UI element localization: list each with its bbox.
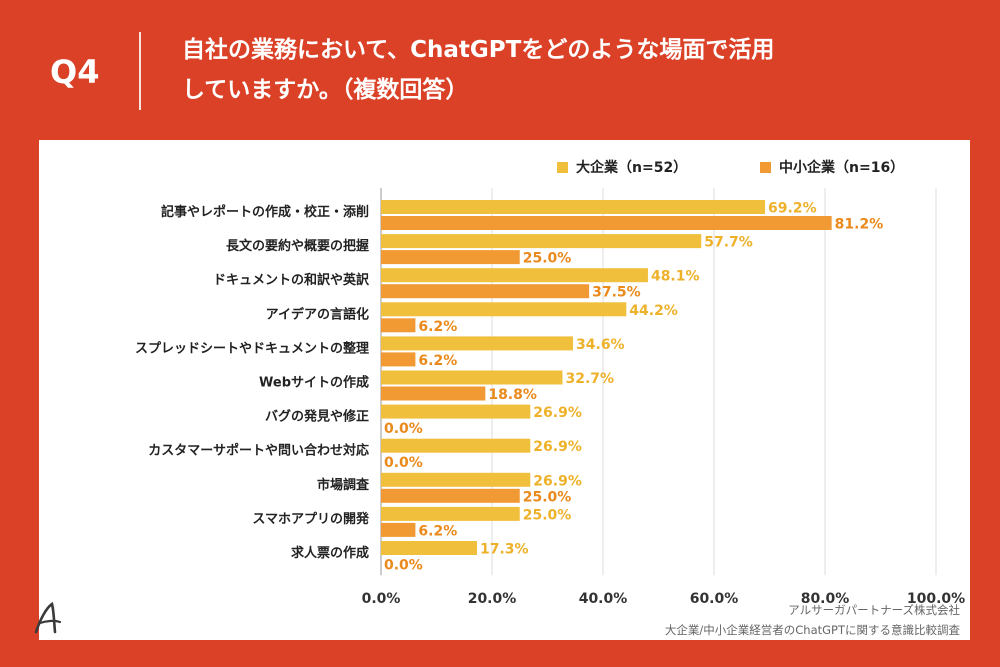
data-label: 0.0% [384,558,423,574]
chart-panel: 0.0% 20.0% 40.0% 60.0% 80.0% 100.0% 記事やレポートの作成… [39,140,970,640]
x-tick-label: 40.0% [579,591,628,607]
legend-swatch [760,162,771,173]
x-tick-label: 0.0% [362,591,401,607]
data-label: 69.2% [768,201,817,217]
x-tick-label: 80.0% [801,591,850,607]
data-label: 26.9% [533,439,582,455]
data-label: 34.6% [576,337,625,353]
large-enterprise-bar [381,234,702,249]
data-label: 81.2% [835,217,884,233]
x-tick-label: 20.0% [468,591,517,607]
data-label: 17.3% [480,542,529,558]
credit-survey: 大企業/中小企業経営者のChatGPTに関する意識比較調査 [664,623,960,637]
data-label: 6.2% [418,319,457,335]
data-label: 6.2% [418,353,457,369]
legend-label: 中小企業（n=16） [779,159,904,176]
large-enterprise-bar [381,268,648,283]
legend-swatch [557,162,568,173]
large-enterprise-bar [381,336,574,351]
sme-bar [381,522,416,537]
x-tick-label: 100.0% [907,591,965,607]
large-enterprise-bar [381,438,531,453]
data-label: 25.0% [523,507,572,523]
data-label: 6.2% [418,523,457,539]
data-label: 57.7% [704,235,753,251]
sme-bar [381,488,520,503]
data-label: 26.9% [533,473,582,489]
sme-bar [381,250,520,265]
category-label: カスタマーサポートや問い合わせ対応 [148,443,369,459]
data-label: 25.0% [523,489,572,505]
sme-bar [381,318,416,333]
question-number: Q4 [50,53,100,91]
legend-label: 大企業（n=52） [576,159,687,176]
credits: アルサーガパートナーズ株式会社 大企業/中小企業経営者のChatGPTに関する意… [665,600,960,640]
data-label: 0.0% [384,455,423,471]
data-label: 25.0% [523,251,572,267]
category-label: 記事やレポートの作成・校正・添削 [161,204,369,220]
question-title-line-1: 自社の業務において、ChatGPTをどのような場面で活用 [182,37,775,63]
data-label: 37.5% [592,285,641,301]
large-enterprise-bar [381,370,563,385]
company-logo-icon [34,601,62,634]
sme-bar [381,352,416,367]
credit-company: アルサーガパートナーズ株式会社 [788,603,960,617]
data-label: 26.9% [533,405,582,421]
large-enterprise-bar [381,472,531,487]
x-tick-label: 60.0% [690,591,739,607]
data-label: 44.2% [629,303,678,319]
category-label: 求人票の作成 [291,545,369,561]
category-label: バグの発見や修正 [265,409,369,425]
data-label: 18.8% [488,387,537,403]
header-divider [139,32,141,110]
question-title: 自社の業務において、ChatGPTをどのような場面で活用 していますか。（複数回… [182,30,972,110]
category-label: スプレッドシートやドキュメントの整理 [135,340,369,356]
category-label: 長文の要約や概要の把握 [226,238,369,254]
category-label: スマホアプリの開発 [252,511,370,527]
category-label: Webサイトの作成 [259,375,369,391]
data-label: 0.0% [384,421,423,437]
sme-bar [381,216,832,230]
large-enterprise-bar [381,506,520,521]
sme-bar [381,386,486,401]
data-label: 32.7% [565,371,614,387]
category-label: アイデアの言語化 [266,306,369,322]
large-enterprise-bar [381,200,766,214]
large-enterprise-bar [381,302,627,317]
bar-chart: 0.0% 20.0% 40.0% 60.0% 80.0% 100.0% 記事やレポートの作成… [135,159,965,607]
large-enterprise-bar [381,541,478,555]
data-label: 48.1% [651,269,700,285]
category-label: 市場調査 [317,477,370,493]
question-title-line-2: していますか。（複数回答） [182,77,469,103]
large-enterprise-bar [381,404,531,419]
sme-bar [381,284,590,299]
header: Q4 自社の業務において、ChatGPTをどのような場面で活用 していますか。（… [0,0,1000,140]
category-label: ドキュメントの和訳や英訳 [213,272,370,288]
